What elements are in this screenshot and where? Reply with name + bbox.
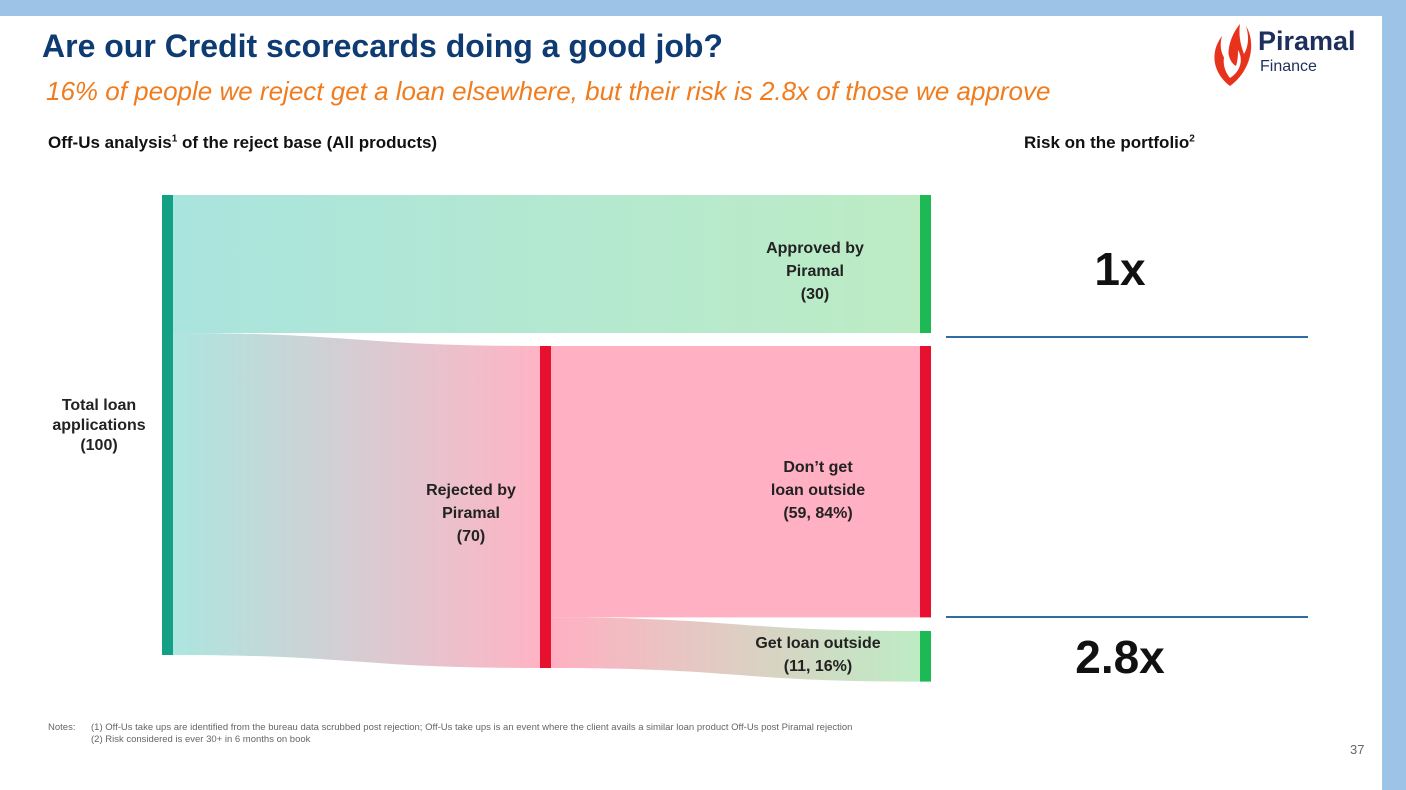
risk-value-approved: 1x	[1094, 243, 1146, 295]
slide-title: Are our Credit scorecards doing a good j…	[42, 28, 723, 64]
node-label-rejected: Rejected by Piramal (70)	[426, 482, 516, 545]
logo-sub: Finance	[1260, 58, 1317, 75]
node-dont-get-bar	[920, 346, 931, 618]
piramal-logo: Piramal Finance	[1208, 16, 1368, 88]
page-number: 37	[1350, 742, 1365, 757]
slide-subtitle: 16% of people we reject get a loan elsew…	[46, 76, 1051, 106]
node-approved-bar	[920, 195, 931, 333]
node-label-total: Total loan applications (100)	[52, 397, 146, 454]
right-section-title: Risk on the portfolio2	[1024, 133, 1195, 152]
flow-rejected-to-dont-get	[551, 346, 920, 618]
left-section-title: Off-Us analysis1 of the reject base (All…	[48, 133, 438, 152]
frame-top-bar	[0, 0, 1406, 16]
flame-logo-icon	[1214, 24, 1252, 86]
node-label-approved: Approved by Piramal (30)	[766, 240, 864, 303]
note-1: (1) Off-Us take ups are identified from …	[91, 722, 853, 733]
notes-label: Notes:	[48, 722, 76, 733]
logo-brand: Piramal	[1258, 26, 1356, 56]
node-total-bar	[162, 195, 173, 655]
frame-right-bar	[1382, 0, 1406, 790]
flow-rejected-to-get-loan	[551, 617, 920, 682]
note-2: (2) Risk considered is ever 30+ in 6 mon…	[91, 734, 311, 745]
node-rejected-bar	[540, 346, 551, 668]
node-label-get-loan: Get loan outside (11, 16%)	[755, 635, 881, 675]
flow-total-to-approved	[173, 195, 920, 333]
divider-top	[946, 336, 1308, 338]
divider-bottom	[946, 616, 1308, 618]
node-get-loan-bar	[920, 631, 931, 682]
flow-total-to-rejected	[173, 333, 540, 668]
risk-value-get-loan: 2.8x	[1075, 631, 1165, 683]
node-label-dont-get: Don’t get loan outside (59, 84%)	[770, 459, 866, 522]
